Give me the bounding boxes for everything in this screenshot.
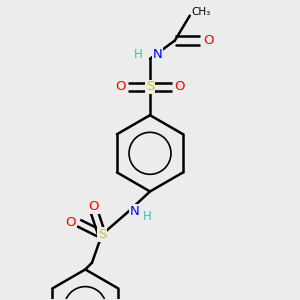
Text: CH₃: CH₃: [191, 7, 211, 16]
Text: O: O: [174, 80, 185, 94]
Text: S: S: [98, 228, 106, 241]
Text: S: S: [146, 80, 154, 94]
Text: O: O: [65, 217, 76, 230]
Text: H: H: [143, 210, 152, 223]
Text: O: O: [115, 80, 126, 94]
Text: H: H: [134, 48, 143, 61]
Text: O: O: [203, 34, 214, 47]
Text: O: O: [88, 200, 99, 213]
Text: N: N: [153, 48, 162, 61]
Text: N: N: [129, 205, 139, 218]
